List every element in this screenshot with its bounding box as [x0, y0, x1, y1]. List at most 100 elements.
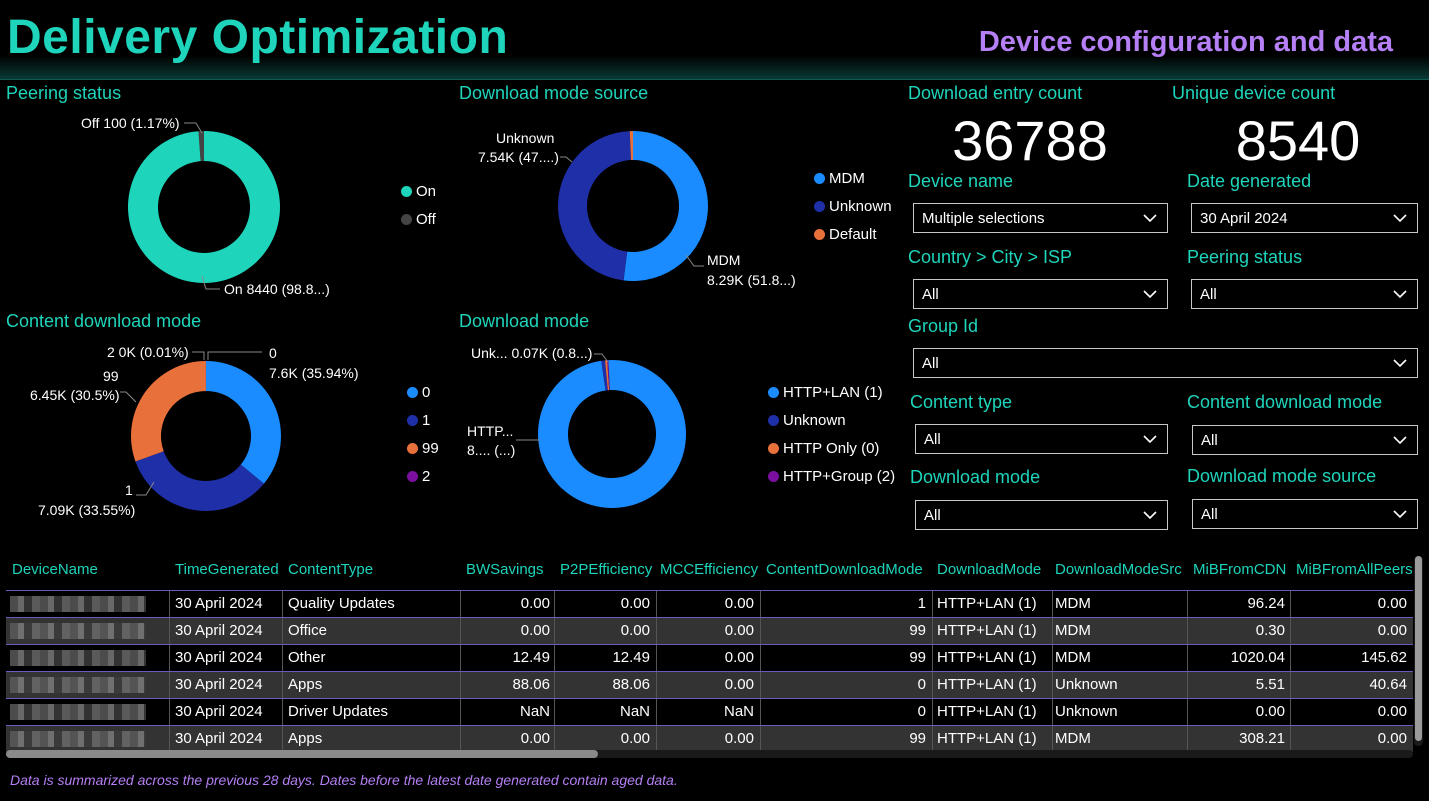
source-chart-title: Download mode source [459, 83, 649, 103]
column-header-devicename[interactable]: DeviceName [12, 561, 98, 578]
mode-source-dropdown[interactable]: All [1192, 499, 1418, 529]
cell-p2pefficiency: 12.49 [612, 649, 650, 666]
legend-item-0[interactable]: 0 [407, 378, 439, 406]
cell-divider [282, 726, 283, 752]
date-generated-dropdown[interactable]: 30 April 2024 [1191, 203, 1418, 233]
column-header-downloadmode[interactable]: DownloadMode [937, 561, 1042, 578]
redacted-device-name [10, 677, 146, 693]
cell-divider [656, 672, 657, 698]
table-vertical-scrollbar[interactable] [1414, 556, 1423, 746]
cell-mibfromallpeers: 40.64 [1369, 676, 1407, 693]
legend-item-http-only-0[interactable]: HTTP Only (0) [768, 434, 895, 462]
table-row[interactable]: 30 April 2024 Apps 88.06 88.06 0.00 0 HTTP+LAN… [6, 671, 1413, 698]
leader-line-mode-2 [192, 351, 205, 360]
download-mode-dropdown[interactable]: All [915, 500, 1168, 530]
scrollbar-thumb[interactable] [6, 750, 598, 758]
legend-item-default[interactable]: Default [814, 220, 892, 248]
cell-divider [656, 591, 657, 617]
legend-item-http-group-2[interactable]: HTTP+Group (2) [768, 462, 895, 490]
column-header-contenttype[interactable]: ContentType [288, 561, 374, 578]
donut-slice-99[interactable] [130, 361, 206, 462]
donut-slice-on[interactable] [128, 131, 281, 283]
column-header-contentdownloadmode[interactable]: ContentDownloadMode [766, 561, 923, 578]
download-mode-donut[interactable]: Unk... 0.07K (0.8...) HTTP... 8.... (...… [440, 330, 840, 530]
cell-divider [1187, 699, 1188, 725]
dropdown-value: All [1201, 505, 1218, 523]
legend-item-99[interactable]: 99 [407, 434, 439, 462]
legend-label: MDM [829, 169, 865, 187]
data-label-on: On 8440 (98.8...) [224, 281, 330, 297]
cell-contentdownloadmode: 1 [917, 595, 926, 612]
content-download-mode-donut[interactable]: 2 0K (0.01%) 0 7.6K (35.94%) 99 6.45K (3… [0, 330, 440, 530]
legend-item-http-lan-1[interactable]: HTTP+LAN (1) [768, 378, 895, 406]
cell-divider [932, 645, 933, 671]
legend-item-1[interactable]: 1 [407, 406, 439, 434]
donut-slice-default[interactable] [629, 131, 633, 161]
table-row[interactable]: 30 April 2024 Office 0.00 0.00 0.00 99 HTTP+LA… [6, 617, 1413, 644]
redacted-device-name [10, 596, 146, 612]
donut-slice-off[interactable] [198, 131, 205, 162]
donut-slice-unknown[interactable] [558, 131, 632, 281]
content-type-dropdown[interactable]: All [915, 424, 1168, 454]
donut-slice-http-only-0[interactable] [605, 360, 610, 391]
device-name-dropdown[interactable]: Multiple selections [913, 203, 1168, 233]
cell-downloadmodesrc: Unknown [1055, 703, 1118, 720]
table-row[interactable]: 30 April 2024 Apps 0.00 0.00 0.00 99 HTTP+LAN … [6, 725, 1413, 752]
donut-slice-http-group-2[interactable] [607, 360, 610, 391]
cell-mccefficiency: 0.00 [724, 649, 754, 666]
peering-dropdown[interactable]: All [1191, 279, 1418, 309]
table-row[interactable]: 30 April 2024 Quality Updates 0.00 0.00 0.00… [6, 590, 1413, 617]
cell-mccefficiency: NaN [723, 703, 754, 720]
mode-source-filter-label: Download mode source [1187, 466, 1377, 486]
legend-item-off[interactable]: Off [401, 205, 436, 233]
column-header-bwsavings[interactable]: BWSavings [466, 561, 544, 578]
legend-label: HTTP+Group (2) [783, 467, 896, 485]
group-id-dropdown[interactable]: All [913, 348, 1418, 378]
cell-contenttype: Driver Updates [288, 703, 389, 720]
legend-item-2[interactable]: 2 [407, 462, 439, 490]
legend-item-unknown[interactable]: Unknown [768, 406, 895, 434]
cell-bwsavings: 0.00 [520, 595, 550, 612]
peering-status-donut[interactable]: Off 100 (1.17%) On 8440 (98.8...) [0, 100, 440, 310]
column-header-mibfromallpeers[interactable]: MiBFromAllPeers [1296, 561, 1413, 578]
column-header-timegenerated[interactable]: TimeGenerated [175, 561, 279, 578]
donut-slice-1[interactable] [135, 451, 264, 512]
cell-mccefficiency: 0.00 [724, 595, 754, 612]
cell-mibfromcdn: 0.30 [1255, 622, 1285, 639]
cell-divider [554, 699, 555, 725]
column-header-mccefficiency[interactable]: MCCEfficiency [660, 561, 759, 578]
legend-item-mdm[interactable]: MDM [814, 164, 892, 192]
donut-slices [558, 131, 709, 281]
content-mode-dropdown[interactable]: All [1192, 425, 1418, 455]
donut-slice-mdm[interactable] [623, 131, 709, 281]
content-mode-legend: 0 1 99 2 [407, 378, 439, 490]
cell-contentdownloadmode: 99 [909, 649, 926, 666]
column-header-p2pefficiency[interactable]: P2PEfficiency [560, 561, 653, 578]
column-header-mibfromcdn[interactable]: MiBFromCDN [1193, 561, 1287, 578]
chevron-down-icon [1393, 436, 1407, 445]
data-label-mode-99-value: 6.45K (30.5%) [30, 387, 120, 403]
donut-slice-0[interactable] [206, 361, 282, 484]
table-horizontal-scrollbar[interactable] [6, 750, 1413, 758]
cell-timegenerated: 30 April 2024 [175, 595, 263, 612]
donut-slice-unknown[interactable] [601, 360, 608, 391]
legend-item-on[interactable]: On [401, 177, 436, 205]
cell-mibfromallpeers: 145.62 [1361, 649, 1407, 666]
cell-divider [760, 726, 761, 752]
dropdown-value: All [924, 430, 941, 448]
scrollbar-thumb[interactable] [1415, 556, 1422, 741]
legend-item-unknown[interactable]: Unknown [814, 192, 892, 220]
column-header-downloadmodesrc[interactable]: DownloadModeSrc [1055, 561, 1182, 578]
geo-dropdown[interactable]: All [913, 279, 1168, 309]
legend-marker [407, 386, 418, 398]
table-row[interactable]: 30 April 2024 Driver Updates NaN NaN NaN 0 HTT… [6, 698, 1413, 725]
cell-p2pefficiency: 88.06 [612, 676, 650, 693]
data-label-mode-1-value: 7.09K (33.55%) [38, 502, 135, 518]
leader-line-unknown [560, 156, 573, 163]
table-row[interactable]: 30 April 2024 Other 12.49 12.49 0.00 99 HTTP+L… [6, 644, 1413, 671]
legend-marker [407, 442, 418, 454]
entry-count-value: 36788 [952, 109, 1108, 172]
donut-slice-http-lan-1[interactable] [538, 360, 686, 508]
download-mode-source-donut[interactable]: Unknown 7.54K (47....) MDM 8.29K (51.8..… [440, 100, 840, 310]
cell-divider [760, 591, 761, 617]
